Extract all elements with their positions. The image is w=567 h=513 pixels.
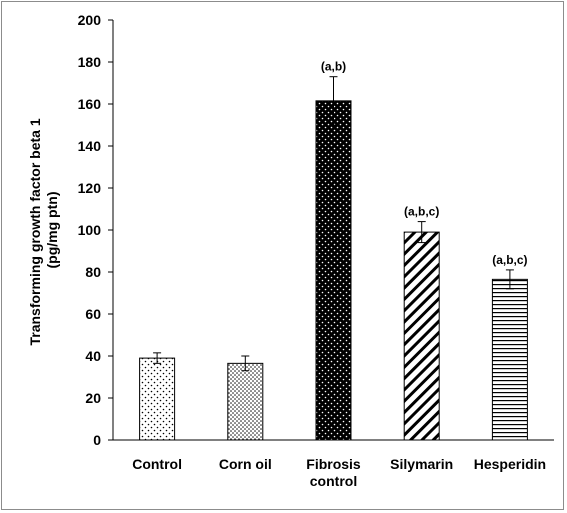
x-category-label-line: control: [310, 473, 357, 489]
x-category-label-line: Silymarin: [390, 456, 453, 472]
error-bar: [329, 76, 338, 126]
y-tick-label: 80: [85, 264, 101, 280]
y-tick-label: 100: [78, 222, 102, 238]
bar-silymarin: [403, 231, 440, 441]
error-bar: [241, 355, 250, 372]
y-axis-ticks: 0 20 40 60 80 100 120 140 160 180 200: [78, 12, 113, 448]
y-axis-title-line-2: (pg/mg ptn): [44, 192, 60, 269]
bars: (a,b) (a,b,c) (a,b,c): [139, 60, 528, 441]
x-category-label-line: Control: [132, 456, 182, 472]
x-category-label-line: Hesperidin: [474, 456, 546, 472]
y-tick-label: 200: [78, 12, 102, 28]
significance-label: (a,b,c): [404, 205, 439, 219]
bar-control: [139, 357, 176, 441]
x-category-label-line: Fibrosis: [306, 456, 361, 472]
y-tick-label: 40: [85, 348, 101, 364]
x-category-label-line: Corn oil: [219, 456, 272, 472]
error-bar: [505, 269, 514, 290]
x-category-label: Hesperidin: [474, 456, 546, 472]
y-tick-label: 120: [78, 180, 102, 196]
significance-label: (a,b): [321, 60, 346, 74]
y-tick-label: 180: [78, 54, 102, 70]
y-tick-label: 60: [85, 306, 101, 322]
bar-corn-oil: [227, 362, 264, 441]
y-tick-label: 140: [78, 138, 102, 154]
significance-label: (a,b,c): [492, 253, 527, 267]
x-axis-labels: Control Corn oil Fibrosis control Silymarin H…: [132, 456, 546, 489]
bar-fibrosis-control: [315, 100, 352, 441]
x-category-label: Silymarin: [390, 456, 453, 472]
error-bar: [417, 221, 426, 244]
x-category-label: Control: [132, 456, 182, 472]
error-bar: [153, 352, 162, 364]
x-category-label: Fibrosis control: [306, 456, 361, 489]
y-axis-title: Transforming growth factor beta 1 (pg/mg…: [27, 114, 60, 345]
y-tick-label: 160: [78, 96, 102, 112]
y-tick-label: 20: [85, 390, 101, 406]
y-axis-title-line-1: Transforming growth factor beta 1: [27, 118, 43, 345]
x-category-label: Corn oil: [219, 456, 272, 472]
y-tick-label: 0: [93, 432, 101, 448]
bar-hesperidin: [491, 278, 528, 441]
